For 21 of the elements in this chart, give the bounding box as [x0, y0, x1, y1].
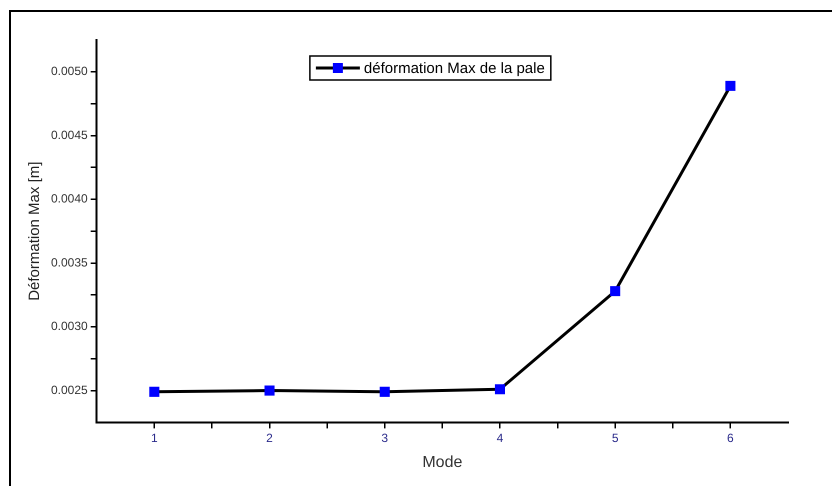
x-tick-label: 3 — [381, 430, 388, 445]
y-tick-label: 0.0025 — [51, 382, 88, 397]
x-tick-label: 5 — [612, 430, 619, 445]
point — [264, 386, 275, 396]
point — [494, 384, 505, 394]
legend-label: déformation Max de la pale — [364, 60, 545, 78]
x-axis-title: Mode — [422, 454, 462, 471]
y-tick-label: 0.0035 — [51, 255, 88, 270]
x-tick-label: 1 — [150, 430, 158, 445]
x-tick-label: 4 — [496, 430, 504, 445]
point — [380, 386, 390, 397]
y-tick-label: 0.0045 — [51, 128, 88, 142]
y-axis-title: Déformation Max [m] — [26, 162, 44, 301]
x-tick-label: 2 — [266, 430, 274, 445]
x-tick-label: 6 — [727, 430, 734, 445]
point — [610, 286, 620, 296]
y-tick-label: 0.0030 — [51, 319, 88, 334]
y-tick-label: 0.0040 — [51, 192, 88, 206]
y-tick-label: 0.0050 — [51, 64, 88, 78]
point — [149, 386, 160, 397]
point — [725, 80, 736, 91]
